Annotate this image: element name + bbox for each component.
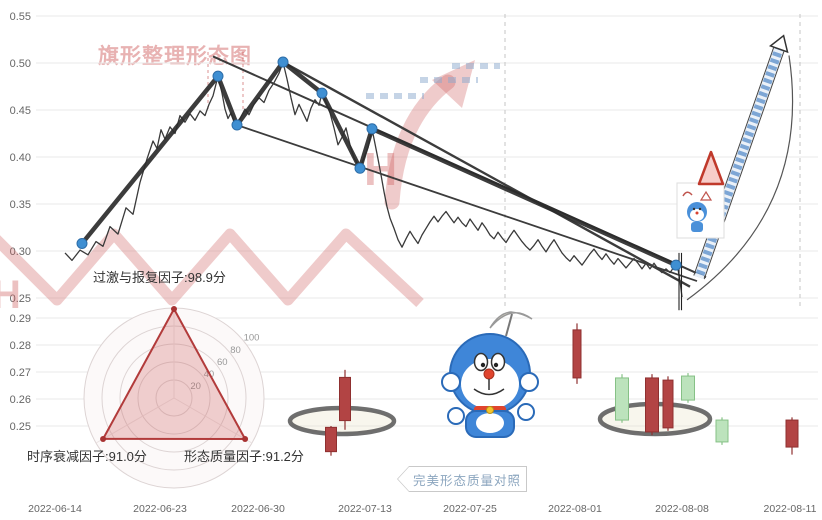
candle-body	[662, 379, 674, 429]
radar-left-factor-label: 时序衰减因子:91.0分	[27, 449, 147, 464]
mascot-nose	[483, 368, 495, 380]
radar-triangle	[102, 308, 247, 440]
thumbnail-dog-nose	[695, 211, 699, 215]
radar-spoke	[173, 397, 253, 444]
mascot-paw	[447, 407, 465, 425]
thumbnail-dog-body	[691, 222, 703, 232]
thumbnail-doodle	[682, 191, 693, 197]
y-axis-tick-label: 0.26	[10, 394, 31, 406]
trend-line	[236, 124, 698, 282]
mascot-face	[461, 359, 519, 409]
y-axis-tick-label: 0.25	[10, 421, 31, 433]
projection-arrow-rail	[703, 50, 785, 280]
mascot-eye	[473, 352, 489, 372]
pivot-dot	[354, 162, 366, 174]
radar-top-factor-label: 过激与报复因子:98.9分	[93, 270, 226, 285]
radar-vertex-dot	[242, 436, 249, 443]
y-axis-tick-label: 0.45	[10, 105, 31, 117]
mascot-mouth	[473, 388, 505, 396]
thumbnail-dog-eye	[692, 207, 696, 211]
candle-body	[572, 329, 582, 379]
x-axis-tick-label: 2022-06-23	[133, 503, 187, 515]
radar-ring-label: 60	[217, 357, 228, 368]
y-axis-tick-label: 0.30	[10, 246, 31, 258]
pivot-dot	[212, 70, 224, 82]
mascot-pupil	[480, 362, 486, 368]
mascot-eye	[490, 352, 506, 372]
x-axis-tick-label: 2022-06-30	[231, 503, 285, 515]
x-axis-tick-label: 2022-08-01	[548, 503, 602, 515]
zigzag-line	[79, 59, 679, 268]
watermark-title: 旗形整理形态图	[98, 45, 252, 68]
y-axis-tick-label: 0.50	[10, 58, 31, 70]
y-axis-tick-label: 0.28	[10, 340, 31, 352]
price-line	[64, 61, 683, 298]
watermark-letter-h: H	[0, 273, 21, 317]
candle-body	[325, 426, 337, 453]
pivot-dot	[670, 259, 682, 271]
radar-spoke	[95, 397, 175, 444]
mascot-umbrella	[489, 311, 533, 329]
badge-label: 完美形态质量对照	[412, 473, 521, 488]
y-axis-tick-label: 0.29	[10, 313, 31, 325]
x-axis-tick-label: 2022-07-13	[338, 503, 392, 515]
pivot-dot	[277, 56, 289, 68]
projection-curve	[686, 55, 794, 301]
x-axis-tick-label: 2022-06-14	[28, 503, 82, 515]
radar-ring-label: 100	[244, 333, 260, 344]
x-axis-tick-label: 2022-08-11	[764, 503, 817, 515]
watermark-letter-h: H	[364, 143, 397, 195]
watermark-zigzag	[0, 228, 424, 308]
x-axis-tick-label: 2022-08-08	[655, 503, 709, 515]
mascot-bell	[486, 406, 494, 414]
radar-vertex-dot	[100, 435, 107, 442]
y-axis-tick-label: 0.55	[10, 11, 31, 23]
y-axis-tick-label: 0.27	[10, 367, 31, 379]
pivot-dot	[366, 123, 378, 135]
watermark-arrow-head	[432, 60, 475, 108]
mascot-pupil	[493, 362, 499, 368]
pivot-dot	[316, 87, 328, 99]
y-axis-tick-label: 0.35	[10, 199, 31, 211]
candle-body	[785, 419, 799, 448]
projection-arrow-rail	[693, 46, 775, 276]
mascot-umbrella-handle	[505, 313, 513, 337]
mascot-paw	[517, 403, 535, 421]
radar-ring-label: 20	[190, 381, 201, 392]
radar-ring-label: 80	[230, 345, 241, 356]
candle-body	[681, 375, 695, 401]
radar-right-factor-label: 形态质量因子:91.2分	[184, 449, 304, 464]
radar-vertex-dot	[171, 305, 177, 312]
left-arrow-badge-inner: 完美形态质量对照	[398, 467, 526, 491]
left-arrow-badge: 完美形态质量对照	[397, 466, 527, 492]
mascot-hood-puff	[519, 372, 539, 392]
trend-line	[282, 61, 691, 288]
y-axis-tick-label: 0.25	[10, 293, 31, 305]
candle-body	[645, 377, 659, 433]
mascot-belly	[476, 413, 504, 433]
candle-body	[339, 376, 351, 422]
thumbnail-dog-eye	[698, 207, 702, 211]
pivot-dot	[231, 119, 243, 131]
projection-arrow-hatch	[694, 47, 784, 279]
x-axis-tick-label: 2022-07-25	[443, 503, 497, 515]
red-pennant-icon	[697, 150, 725, 186]
thumbnail-doodle	[699, 190, 713, 201]
projection-arrow-head	[768, 34, 789, 54]
candle-body	[715, 419, 729, 443]
mascot-hood-puff	[441, 372, 461, 392]
thumbnail-dog-face	[690, 209, 704, 221]
y-axis-tick-label: 0.40	[10, 152, 31, 164]
candle-body	[615, 377, 629, 421]
pivot-dot	[76, 237, 88, 249]
